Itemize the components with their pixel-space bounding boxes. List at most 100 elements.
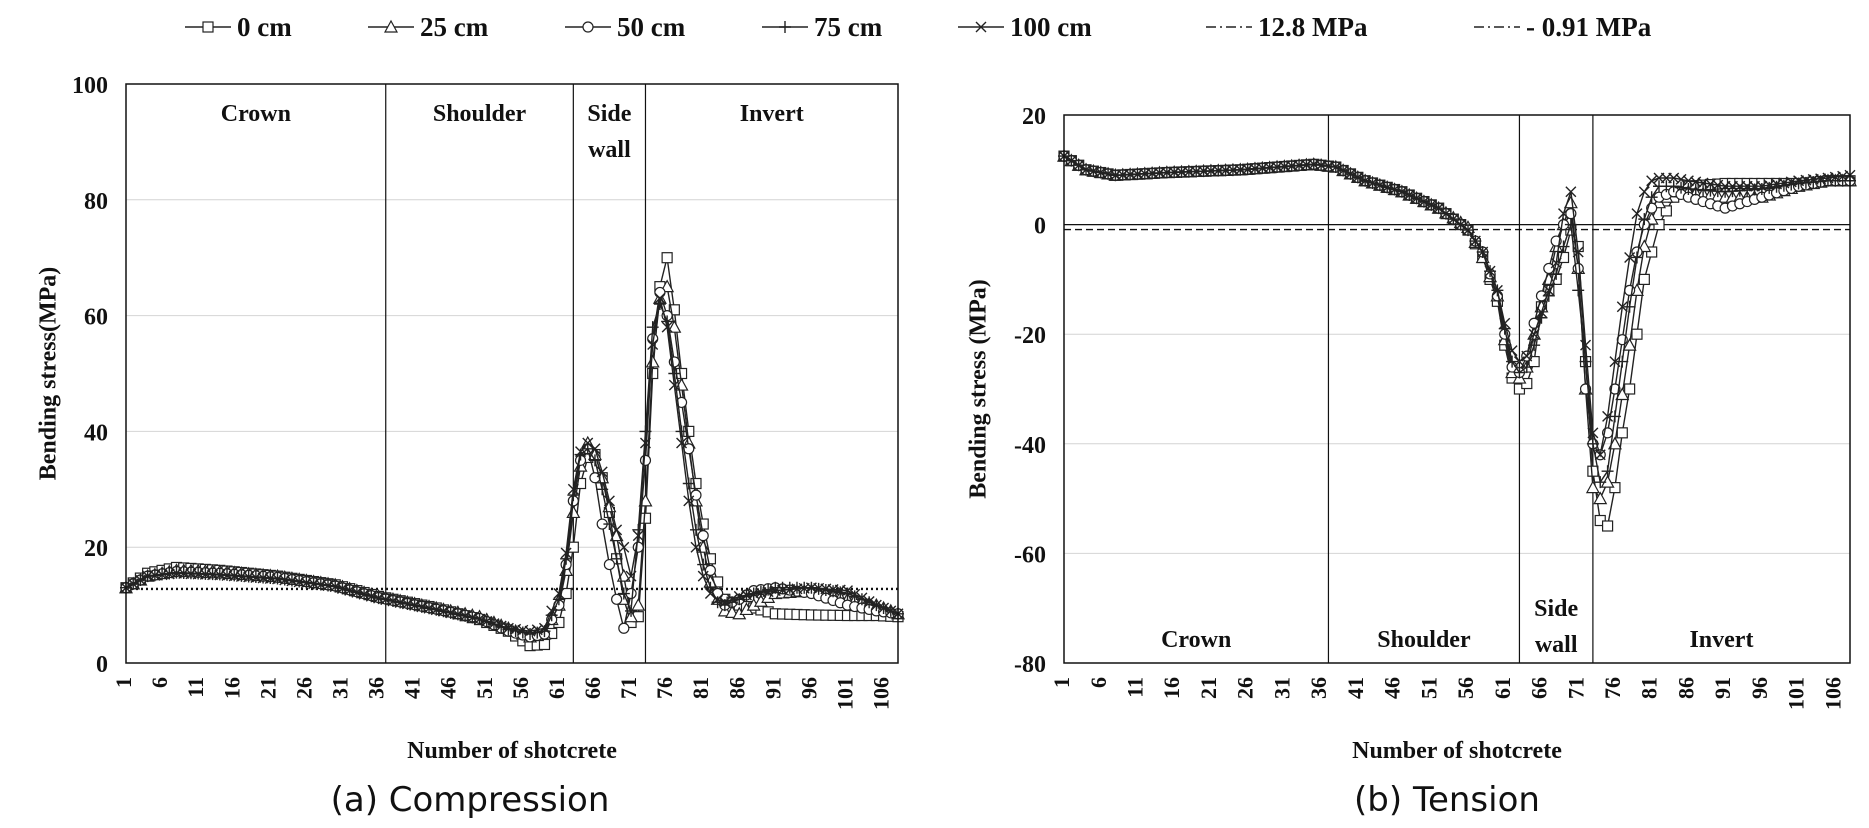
- data-point: [718, 599, 731, 612]
- data-point: [1506, 355, 1519, 368]
- data-point: [668, 367, 681, 380]
- data-point: [689, 523, 702, 536]
- data-point: [1579, 355, 1592, 368]
- x-tick-label: 41: [400, 677, 425, 699]
- data-point: [1535, 306, 1547, 318]
- data-point: [1587, 465, 1599, 477]
- data-point: [603, 495, 615, 507]
- data-point: [437, 605, 449, 617]
- series-100-cm: [120, 292, 904, 637]
- x-tick-label: 16: [1159, 677, 1184, 699]
- data-point: [1622, 337, 1637, 351]
- data-point: [459, 610, 471, 622]
- data-point: [596, 466, 608, 478]
- data-point: [639, 437, 651, 449]
- x-tick-label: 1: [1049, 677, 1074, 688]
- data-point: [1638, 273, 1650, 285]
- panel-caption: (b) Tension: [1354, 780, 1540, 820]
- data-point: [1565, 186, 1577, 198]
- data-point: [1587, 427, 1599, 439]
- data-point: [567, 483, 579, 495]
- x-tick-label: 101: [1784, 677, 1809, 710]
- data-point: [1073, 159, 1085, 171]
- legend-item: 0 cm: [185, 12, 292, 42]
- legend-label: 50 cm: [617, 12, 686, 42]
- data-point: [632, 541, 644, 553]
- x-tick-label: 56: [1453, 677, 1478, 699]
- data-point: [466, 611, 478, 623]
- data-point: [1352, 171, 1364, 183]
- data-point: [474, 613, 486, 625]
- y-axis-label: Bending stress (MPa): [966, 279, 992, 499]
- x-tick-label: 91: [760, 677, 785, 699]
- legend-marker-plus: [779, 21, 791, 33]
- x-tick-label: 66: [580, 677, 605, 699]
- data-point: [1513, 356, 1525, 368]
- x-tick-label: 61: [1490, 677, 1515, 699]
- data-point: [488, 618, 500, 630]
- x-tick-label: 86: [1673, 677, 1698, 699]
- x-tick-label: 106: [1820, 677, 1845, 710]
- region-label: Shoulder: [433, 101, 527, 127]
- y-tick-label: 80: [84, 189, 108, 215]
- data-point: [1616, 427, 1628, 439]
- x-tick-label: 61: [544, 677, 569, 699]
- legend-label: 0 cm: [237, 12, 292, 42]
- data-point: [1411, 192, 1423, 204]
- legend-item: 75 cm: [762, 12, 883, 42]
- data-point: [1594, 449, 1606, 461]
- legend-marker-square: [202, 21, 214, 33]
- data-point: [1374, 179, 1386, 191]
- x-tick-label: 106: [869, 677, 894, 710]
- data-point: [632, 530, 644, 542]
- x-tick-label: 36: [1306, 677, 1331, 699]
- data-point: [645, 354, 660, 368]
- data-point: [863, 595, 875, 607]
- data-point: [1499, 317, 1511, 329]
- data-point: [1624, 251, 1636, 263]
- data-point: [726, 596, 739, 609]
- data-point: [531, 626, 544, 639]
- data-point: [654, 286, 666, 299]
- data-point: [1440, 208, 1452, 220]
- legend-label: 12.8 MPa: [1258, 12, 1368, 42]
- data-point: [575, 446, 587, 458]
- data-point: [885, 605, 897, 617]
- y-tick-label: 0: [96, 652, 108, 678]
- x-tick-label: 76: [1600, 677, 1625, 699]
- x-axis-label: Number of shotcrete: [407, 738, 617, 764]
- data-point: [351, 586, 363, 598]
- data-point: [538, 622, 550, 634]
- data-point: [667, 319, 682, 333]
- data-point: [631, 597, 646, 611]
- x-tick-label: 46: [436, 677, 461, 699]
- data-point: [589, 443, 601, 455]
- data-point: [1528, 328, 1540, 340]
- data-point: [1631, 328, 1643, 340]
- data-point: [711, 596, 724, 609]
- data-point: [1594, 476, 1607, 489]
- data-point: [617, 587, 630, 600]
- data-point: [625, 570, 637, 582]
- data-point: [1602, 410, 1614, 422]
- data-point: [1609, 383, 1621, 395]
- data-point: [1462, 224, 1474, 236]
- legend-label: 25 cm: [420, 12, 489, 42]
- data-point: [481, 615, 493, 627]
- data-point: [546, 605, 558, 617]
- data-point: [127, 578, 139, 590]
- data-point: [1631, 208, 1643, 220]
- data-point: [1469, 235, 1481, 247]
- data-point: [878, 602, 890, 614]
- x-tick-label: 31: [327, 677, 352, 699]
- data-point: [639, 512, 652, 524]
- y-tick-label: -80: [1014, 652, 1046, 678]
- data-point: [1601, 520, 1614, 532]
- x-tick-label: 96: [1747, 677, 1772, 699]
- data-point: [618, 541, 630, 553]
- y-tick-label: 20: [1022, 104, 1046, 130]
- data-point: [1389, 184, 1401, 196]
- data-point: [856, 592, 868, 604]
- data-point: [647, 339, 659, 351]
